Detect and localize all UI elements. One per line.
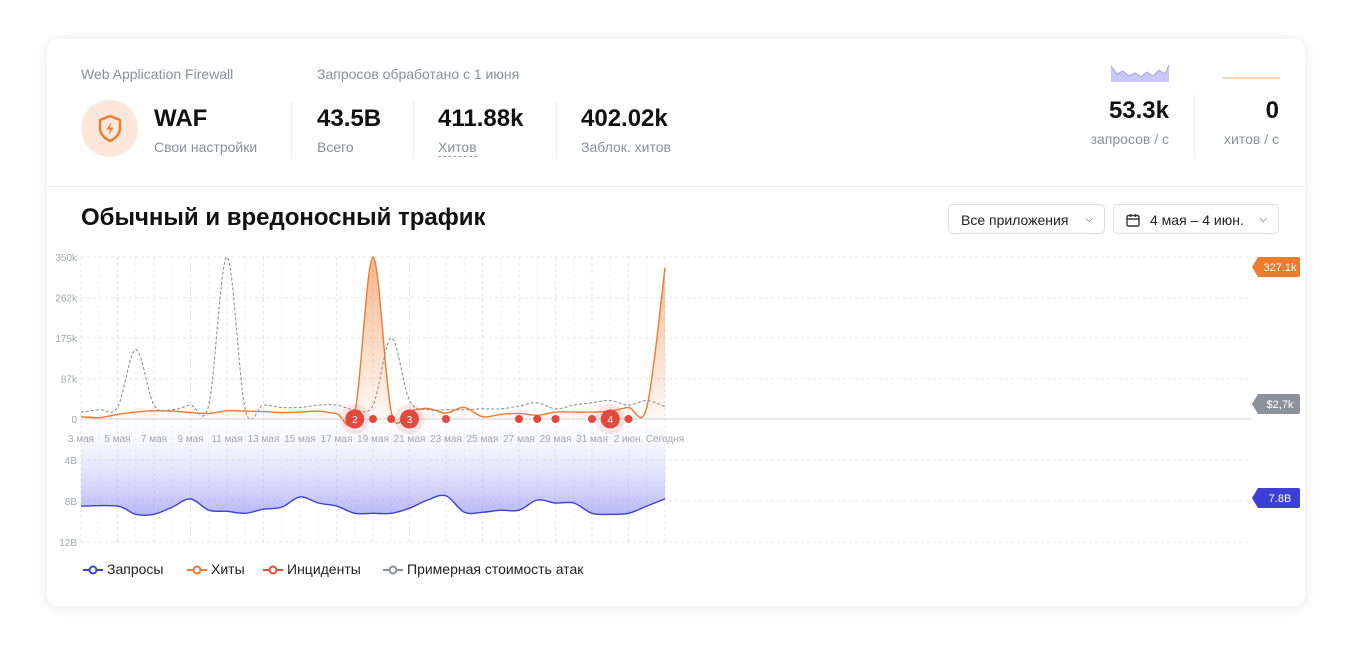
x-tick-label: 15 мая xyxy=(284,434,316,445)
attack-cost-line xyxy=(80,256,666,421)
traffic-chart: 3 мая 5 мая 7 мая 9 мая 11 мая 13 мая 15 мая 17… xyxy=(55,253,1300,549)
x-tick-label: 31 мая xyxy=(576,434,608,445)
apps-dropdown[interactable]: Все приложения ⌵ xyxy=(948,204,1105,234)
incident-marker xyxy=(624,415,633,423)
x-tick-label: 17 мая xyxy=(321,434,353,445)
x-tick-label: 19 мая xyxy=(357,434,389,445)
y-tick-label: 350k xyxy=(55,253,78,264)
incident-marker xyxy=(345,409,365,429)
y-tick-label: 175k xyxy=(55,334,78,345)
incident-count: 2 xyxy=(352,415,358,426)
hits-line xyxy=(80,256,666,427)
x-tick-label: 25 мая xyxy=(467,434,499,445)
incident-marker xyxy=(400,409,419,429)
calendar-icon xyxy=(1126,214,1140,227)
incident-marker xyxy=(533,415,542,423)
date-range-dropdown[interactable]: 4 мая – 4 июн. ⌵ xyxy=(1113,204,1279,234)
legend-label: Примерная стоимость атак xyxy=(407,561,584,577)
incident-marker xyxy=(600,409,620,429)
waf-dashboard-card: Web Application Firewall Запросов обрабо… xyxy=(47,39,1305,606)
incident-marker xyxy=(588,415,596,423)
date-range-label: 4 мая – 4 июн. xyxy=(1150,212,1244,228)
total-requests-label: Всего xyxy=(317,139,354,155)
divider xyxy=(1194,95,1195,159)
total-requests-value: 43.5B xyxy=(317,105,382,132)
incident-marker xyxy=(515,415,523,423)
x-tick-label: 5 мая xyxy=(104,434,130,445)
x-tick-label: 3 мая xyxy=(68,434,94,445)
incident-count: 4 xyxy=(607,415,613,426)
attack-cost-end-badge xyxy=(1252,394,1300,414)
y-tick-label: 0 xyxy=(71,415,77,426)
period-label: Запросов обработано с 1 июня xyxy=(317,66,520,82)
y-tick-label: 87k xyxy=(61,375,78,386)
waf-badge xyxy=(81,100,138,157)
y-tick-label: 4B xyxy=(65,456,78,467)
chevron-down-icon: ⌵ xyxy=(1085,214,1093,225)
requests-area xyxy=(81,419,665,516)
legend-label: Инциденты xyxy=(287,561,361,577)
incidents: 2 3 4 xyxy=(339,404,633,434)
incident-marker xyxy=(387,415,396,423)
chevron-down-icon: ⌵ xyxy=(1259,214,1267,225)
y-tick-label: 262k xyxy=(55,294,78,305)
hits-label-text[interactable]: Хитов xyxy=(438,139,477,157)
blocked-hits-value: 402.02k xyxy=(581,105,668,132)
divider xyxy=(291,101,292,159)
requests-per-second-value: 53.3k xyxy=(1108,97,1169,124)
apps-dropdown-label: Все приложения xyxy=(961,212,1069,228)
hits-per-second-label: хитов / с xyxy=(1224,131,1279,147)
product-label: Web Application Firewall xyxy=(81,66,234,82)
hits-sparkline-icon xyxy=(1222,77,1280,79)
requests-sparkline-icon xyxy=(1111,64,1170,82)
requests-per-second-label: запросов / с xyxy=(1090,131,1169,147)
y-tick-label: 8B xyxy=(65,497,78,508)
hits-label[interactable]: Хитов xyxy=(438,139,477,157)
incident-count: 3 xyxy=(407,415,413,426)
summary-panel: Web Application Firewall Запросов обрабо… xyxy=(47,39,1305,187)
waf-settings-link[interactable]: Свои настройки xyxy=(154,139,258,155)
incident-marker xyxy=(369,415,377,423)
legend-line-icon xyxy=(187,565,207,575)
legend-line-icon xyxy=(383,565,403,575)
x-tick-label: 21 мая xyxy=(394,434,426,445)
x-tick-label: 13 мая xyxy=(248,434,280,445)
incident-marker xyxy=(551,415,560,423)
blocked-hits-label: Заблок. хитов xyxy=(581,139,671,155)
x-tick-label: 2 июн. xyxy=(614,434,644,445)
hits-area xyxy=(81,256,665,426)
divider xyxy=(556,101,557,159)
y-tick-label: 12B xyxy=(59,538,77,549)
x-tick-label: 29 мая xyxy=(540,434,572,445)
hits-end-label: 327.1k xyxy=(1263,262,1297,274)
incident-marker xyxy=(442,415,450,423)
x-tick-label: 23 мая xyxy=(430,434,462,445)
legend-label: Запросы xyxy=(107,561,164,577)
requests-end-badge xyxy=(1252,488,1300,508)
x-tick-label: 27 мая xyxy=(503,434,535,445)
x-tick-label: 7 мая xyxy=(141,434,167,445)
legend-label: Хиты xyxy=(211,561,245,577)
requests-line xyxy=(80,494,666,516)
hits-per-second-value: 0 xyxy=(1265,97,1279,124)
chart-title: Обычный и вредоносный трафик xyxy=(81,204,486,231)
waf-title: WAF xyxy=(154,105,208,132)
legend-line-icon xyxy=(83,565,103,575)
x-tick-label: 9 мая xyxy=(177,434,203,445)
axis-ticks: 3 мая 5 мая 7 мая 9 мая 11 мая 13 мая 15 мая 17… xyxy=(55,253,684,549)
legend-line-icon xyxy=(263,565,283,575)
requests-end-label: 7.8B xyxy=(1269,493,1292,505)
hits-end-badge xyxy=(1252,257,1300,277)
x-tick-label: 11 мая xyxy=(211,434,242,445)
attack-cost-end-label: $2,7k xyxy=(1267,399,1294,411)
hits-value: 411.88k xyxy=(438,105,524,132)
x-tick-label: Сегодня xyxy=(646,434,684,445)
shield-bolt-icon xyxy=(98,114,122,143)
divider xyxy=(413,101,414,159)
